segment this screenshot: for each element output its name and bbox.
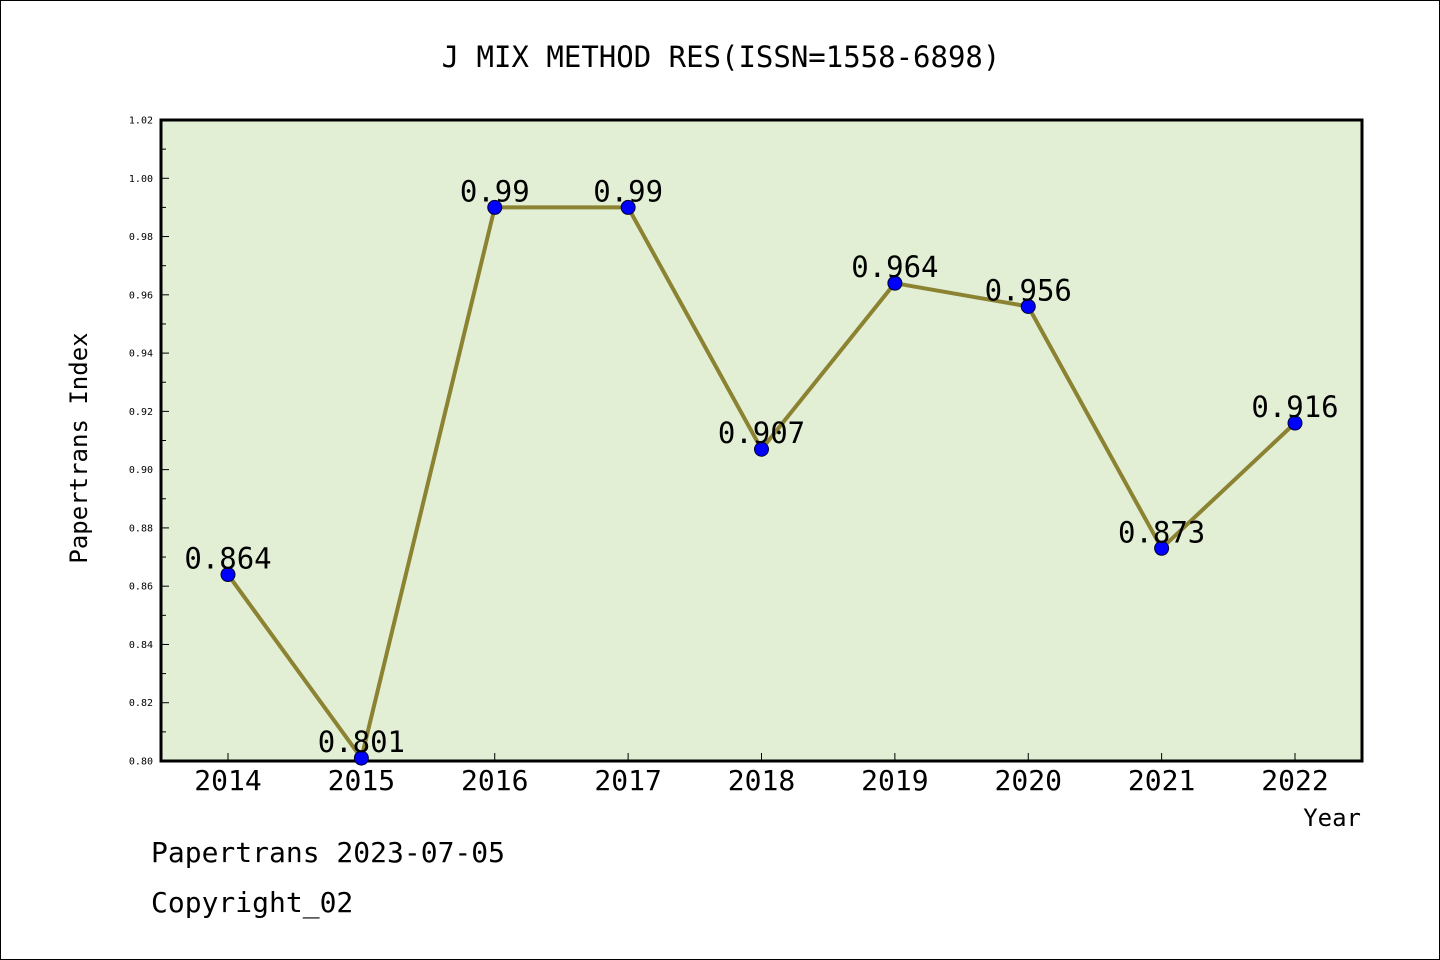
data-point — [620, 199, 636, 215]
data-point — [1287, 415, 1303, 431]
y-tick-label: 0.86 — [129, 582, 153, 593]
y-axis-label: Papertrans Index — [65, 332, 93, 563]
data-label: 0.956 — [985, 273, 1072, 307]
data-label: 0.916 — [1251, 390, 1338, 424]
y-tick-label: 0.88 — [129, 523, 153, 534]
data-label: 0.801 — [318, 725, 405, 759]
y-tick-label: 0.98 — [129, 232, 153, 243]
y-tick-label: 1.02 — [129, 116, 153, 127]
data-point — [887, 275, 903, 291]
y-tick-label: 0.84 — [129, 640, 153, 651]
y-tick-label: 0.80 — [129, 757, 153, 768]
y-tick-label: 0.94 — [129, 349, 153, 360]
x-tick-label: 2021 — [1128, 764, 1195, 797]
y-tick-label: 1.00 — [129, 174, 153, 185]
y-axis: 0.80 0.82 0.84 0.86 0.88 0.90 0.92 0.94 0.96 0.98… — [129, 116, 169, 768]
x-tick-label: 2020 — [995, 764, 1062, 797]
x-tick-label: 2022 — [1261, 764, 1328, 797]
x-axis-label: Year — [1303, 804, 1361, 832]
data-point — [220, 567, 236, 583]
chart-title: J MIX METHOD RES(ISSN=1558-6898) — [442, 40, 1001, 74]
data-label: 0.99 — [593, 174, 663, 208]
data-label: 0.964 — [851, 250, 938, 284]
series-layer: 0.864 0.801 0.99 0.99 0.907 0.964 0.956 0.873 0.… — [184, 174, 1339, 766]
y-tick-label: 0.82 — [129, 698, 153, 709]
x-tick-label: 2016 — [461, 764, 528, 797]
x-tick-label: 2017 — [594, 764, 661, 797]
x-tick-label: 2014 — [194, 764, 261, 797]
data-point — [754, 441, 769, 457]
x-axis: 2014 2015 2016 2017 2018 2019 2020 2021 2022 — [194, 753, 1329, 797]
y-tick-label: 0.92 — [129, 407, 153, 418]
footer-date: Papertrans 2023-07-05 — [151, 836, 506, 869]
data-point — [487, 199, 503, 215]
plot-area — [159, 118, 1364, 763]
data-point — [1020, 298, 1036, 314]
footer-copyright: Copyright_02 — [151, 886, 354, 919]
data-label: 0.864 — [184, 542, 271, 576]
y-tick-label: 0.96 — [129, 290, 153, 301]
y-tick-label: 0.90 — [129, 465, 153, 476]
x-tick-label: 2018 — [728, 764, 795, 797]
data-label: 0.907 — [718, 416, 805, 450]
x-tick-label: 2015 — [328, 764, 395, 797]
data-label: 0.99 — [460, 174, 530, 208]
x-tick-label: 2019 — [861, 764, 928, 797]
data-label: 0.873 — [1118, 515, 1205, 549]
data-point — [1154, 540, 1170, 556]
data-point — [353, 750, 369, 766]
